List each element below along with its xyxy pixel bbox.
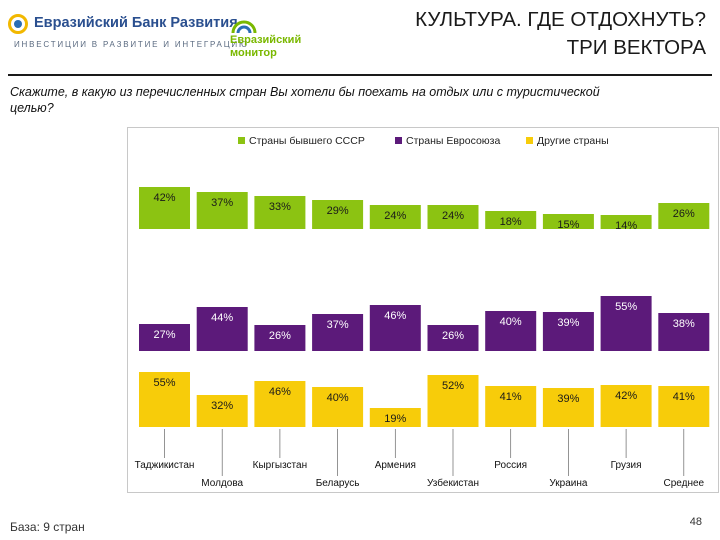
data-label: 15% [557,219,579,231]
data-label: 40% [327,392,349,404]
bank-logo-icon [8,14,28,34]
data-label: 41% [500,391,522,403]
bar-1 [427,205,479,229]
data-label: 19% [384,413,406,425]
bar-3 [196,395,248,427]
bar-2 [254,325,306,351]
bar-2 [600,296,652,351]
legend-swatch [526,137,533,144]
bank-name: Евразийский Банк Развития [34,15,238,31]
bar-1 [139,187,190,229]
bar-2 [312,314,364,351]
category-label: Кыргызстан [253,460,307,471]
category-label: Россия [494,460,527,471]
data-label: 46% [384,310,406,322]
bar-3 [254,381,306,427]
title-line-2: ТРИ ВЕКТОРА [566,36,706,59]
data-label: 39% [557,393,579,405]
bar-2 [485,311,537,351]
data-label: 29% [327,205,349,217]
data-label: 41% [673,391,695,403]
bar-3 [485,386,537,427]
bar-1 [196,192,248,229]
data-label: 37% [211,197,233,209]
bar-3 [658,386,710,427]
bar-3 [427,375,479,427]
data-label: 37% [327,319,349,331]
category-label: Узбекистан [427,477,479,489]
data-label: 33% [269,201,291,213]
data-label: 24% [442,210,464,222]
data-label: 42% [153,192,175,204]
data-label: 32% [211,400,233,412]
bank-tagline: ИНВЕСТИЦИИ В РАЗВИТИЕ И ИНТЕГРАЦИЮ [14,40,249,49]
page-title: КУЛЬТУРА. ГДЕ ОТДОХНУТЬ? ТРИ ВЕКТОРА [415,6,706,62]
bar-3 [542,388,594,427]
category-label: Среднее [663,478,704,489]
data-label: 38% [673,318,695,330]
data-label: 42% [615,390,637,402]
base-note: База: 9 стран [10,520,85,534]
category-label: Беларусь [316,478,360,489]
data-label: 46% [269,386,291,398]
bar-1 [600,215,652,229]
data-label: 26% [673,208,695,220]
data-label: 55% [153,377,175,389]
bar-2 [542,312,594,351]
legend-label: Страны бывшего СССР [249,135,365,147]
bar-2 [369,305,421,351]
data-label: 40% [500,316,522,328]
bar-1 [658,203,710,229]
category-label: Украина [549,478,588,489]
legend-label: Другие страны [537,135,609,147]
data-label: 26% [442,330,464,342]
bar-3 [312,387,364,427]
category-label: Таджикистан [135,460,195,471]
chart-area: Страны бывшего СССР Страны Евросоюза Други… [127,127,719,493]
data-label: 55% [615,301,637,313]
bar-3 [139,372,190,427]
bank-logo: Евразийский Банк Развития ИНВЕСТИЦИИ В Р… [8,12,247,56]
data-label: 14% [615,220,637,232]
bar-chart: Страны бывшего СССР Страны Евросоюза Други… [135,135,710,489]
category-label: Армения [375,460,416,471]
bar-2 [658,313,710,351]
data-label: 44% [211,312,233,324]
survey-question: Скажите, в какую из перечисленных стран … [10,85,600,115]
category-label: Грузия [611,460,642,471]
bar-1 [485,211,537,229]
bar-1 [369,205,421,229]
bar-3 [369,408,421,427]
data-label: 39% [557,317,579,329]
bar-1 [254,196,306,229]
data-label: 26% [269,330,291,342]
category-label: Молдова [201,478,243,489]
bar-1 [542,214,594,229]
legend-swatch [238,137,245,144]
page-number: 48 [689,516,702,528]
header-divider [8,74,712,76]
data-label: 27% [153,329,175,341]
monitor-logo: Евразийский монитор [230,12,302,59]
legend-label: Страны Евросоюза [406,135,500,147]
monitor-name-line1: Евразийский [230,34,302,46]
bar-2 [427,325,479,351]
title-line-1: КУЛЬТУРА. ГДЕ ОТДОХНУТЬ? [415,8,706,31]
bar-2 [196,307,248,351]
data-label: 18% [500,216,522,228]
bar-3 [600,385,652,427]
monitor-name-line2: монитор [230,47,277,59]
monitor-arc-icon [231,20,257,34]
bar-2 [139,324,190,351]
bar-1 [312,200,364,229]
data-label: 24% [384,210,406,222]
data-label: 52% [442,380,464,392]
legend-swatch [395,137,402,144]
